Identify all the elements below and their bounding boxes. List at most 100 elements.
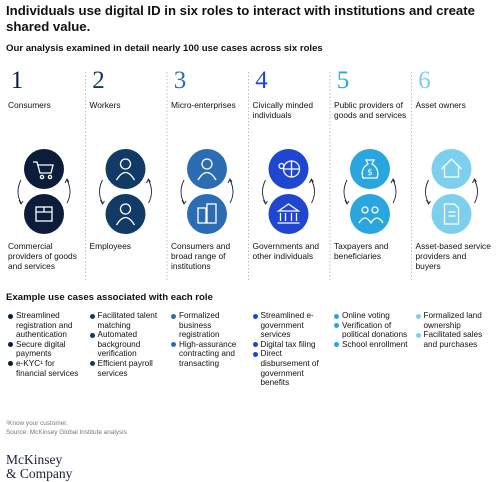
icon bbox=[115, 171, 136, 181]
use-case-text: Online voting bbox=[342, 311, 390, 320]
use-case: Formalized land ownership bbox=[415, 311, 494, 330]
use-case-text: Facilitated sales and purchases bbox=[423, 330, 483, 349]
role-number: 5 bbox=[336, 67, 350, 94]
bullet bbox=[334, 323, 339, 329]
icon bbox=[197, 207, 207, 224]
role-circle bbox=[350, 149, 390, 189]
bullet bbox=[89, 361, 95, 367]
icon bbox=[278, 162, 285, 170]
use-case-list: Formalized business registration High-ass… bbox=[170, 311, 249, 369]
arrow-head bbox=[344, 199, 350, 205]
use-case-list: Online voting Verification of political d… bbox=[333, 311, 412, 349]
use-cases-heading: Example use cases associated with each r… bbox=[6, 292, 213, 303]
icon bbox=[33, 161, 54, 174]
use-case-text: e-KYC¹ for financial services bbox=[16, 358, 79, 378]
bullet bbox=[8, 342, 13, 348]
use-case-text: School enrollment bbox=[342, 339, 408, 349]
role-number: 3 bbox=[173, 67, 187, 94]
counterpart-circle bbox=[350, 194, 390, 234]
use-case-list: Formalized land ownership Facilitated sal… bbox=[415, 311, 494, 349]
role-circle bbox=[431, 149, 472, 189]
arrow-head bbox=[390, 178, 396, 184]
arrow-head bbox=[18, 199, 24, 205]
use-case-text: Automated background verification bbox=[97, 330, 141, 359]
role-circle bbox=[24, 149, 64, 189]
source: Source: McKinsey Global Institute analys… bbox=[6, 429, 127, 436]
icon bbox=[441, 158, 462, 178]
use-case: Automated background verification bbox=[89, 330, 168, 359]
arrow-head bbox=[146, 178, 151, 184]
counterpart-label: Commercial providers of goods and servic… bbox=[8, 241, 77, 271]
footnote: ¹Know your customer. bbox=[6, 420, 68, 427]
bullet bbox=[252, 342, 258, 348]
subtitle: Our analysis examined in detail nearly 1… bbox=[6, 43, 323, 54]
use-case: Facilitated sales and purchases bbox=[415, 330, 494, 349]
use-case: Formalized business registration bbox=[170, 311, 249, 340]
bullet bbox=[89, 313, 95, 319]
use-case: Secure digital payments bbox=[7, 340, 86, 359]
role-label: Micro-enterprises bbox=[171, 100, 236, 110]
bullet bbox=[171, 313, 176, 319]
icon bbox=[283, 161, 300, 177]
bullet bbox=[334, 313, 339, 319]
bullet bbox=[415, 332, 421, 338]
arrow bbox=[425, 179, 429, 204]
icon bbox=[361, 206, 369, 214]
icons-layer: $ bbox=[17, 72, 478, 282]
role-number: 1 bbox=[10, 67, 24, 94]
bullet bbox=[252, 351, 258, 357]
arrow bbox=[99, 179, 103, 204]
role-label: Public providers of goods and services bbox=[334, 100, 407, 120]
role-number: 6 bbox=[418, 67, 431, 94]
bullet bbox=[8, 313, 13, 319]
role-label: Asset owners bbox=[415, 100, 466, 110]
use-case-text: Efficient payroll services bbox=[97, 358, 153, 378]
icon bbox=[276, 203, 301, 224]
title: Individuals use digital ID in six roles … bbox=[6, 3, 475, 34]
icon bbox=[358, 217, 384, 225]
use-case: e-KYC¹ for financial services bbox=[7, 359, 86, 378]
icon: $ bbox=[367, 168, 373, 178]
arrow bbox=[66, 179, 71, 204]
counterpart-circle bbox=[431, 194, 472, 234]
arrow-head bbox=[472, 178, 477, 184]
logo-line: & Company bbox=[6, 466, 73, 481]
icon bbox=[119, 203, 132, 215]
icon bbox=[47, 174, 53, 180]
use-case: Efficient payroll services bbox=[89, 359, 168, 378]
use-case-text: Secure digital payments bbox=[16, 339, 66, 359]
counterpart-circle bbox=[268, 194, 309, 234]
counterpart-label: Governments and other individuals bbox=[252, 241, 320, 261]
use-case: School enrollment bbox=[333, 340, 412, 350]
use-case: Online voting bbox=[333, 311, 412, 321]
counterpart-label: Employees bbox=[89, 241, 131, 251]
icon bbox=[206, 203, 217, 224]
arrow bbox=[392, 179, 397, 204]
arrow-head bbox=[100, 199, 105, 205]
arrow bbox=[343, 179, 348, 204]
use-case-text: Verification of political donations bbox=[342, 320, 408, 340]
bullet bbox=[89, 332, 95, 338]
bullet bbox=[415, 313, 421, 319]
icon bbox=[39, 174, 45, 180]
use-case: Digital tax filing bbox=[252, 340, 331, 350]
use-case-text: Formalized land ownership bbox=[423, 311, 482, 330]
bullet bbox=[252, 313, 258, 319]
bullet bbox=[8, 361, 13, 367]
role-label: Workers bbox=[89, 100, 121, 110]
use-case-text: Streamlined registration and authenticat… bbox=[16, 311, 73, 340]
arrow-head bbox=[426, 199, 431, 205]
use-case: Direct disbursement of government benefi… bbox=[252, 349, 331, 387]
counterpart-circle bbox=[24, 194, 64, 234]
role-label: Consumers bbox=[8, 100, 51, 110]
icon bbox=[443, 203, 460, 225]
use-case-text: High-assurance contracting and transacti… bbox=[179, 339, 237, 368]
icon bbox=[201, 158, 213, 170]
arrow bbox=[311, 179, 315, 204]
icon bbox=[36, 207, 52, 213]
counterpart-label: Asset-based service providers and buyers bbox=[415, 241, 491, 271]
role-number: 2 bbox=[92, 67, 105, 94]
arrow bbox=[229, 179, 234, 204]
arrow bbox=[262, 179, 266, 204]
